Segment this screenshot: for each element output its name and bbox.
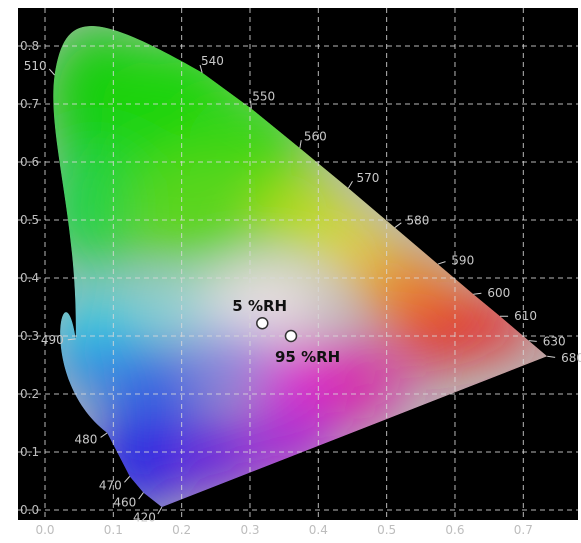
x-tick-label: 0.5 xyxy=(377,523,396,537)
x-tick-label: 0.3 xyxy=(240,523,259,537)
x-tick-label: 0.0 xyxy=(35,523,54,537)
wavelength-tick xyxy=(157,506,163,515)
color-blob xyxy=(320,345,400,425)
wavelength-label: 420 xyxy=(133,510,156,524)
y-tick-label: 0.0 xyxy=(20,503,39,517)
wavelength-tick xyxy=(199,64,203,73)
data-point-label: 95 %RH xyxy=(275,348,340,366)
x-tick-label: 0.4 xyxy=(309,523,328,537)
x-axis-ticks: 0.0 0.1 0.2 0.3 0.4 0.5 0.6 0.7 xyxy=(35,523,532,537)
wavelength-label: 560 xyxy=(304,129,327,143)
x-tick-label: 0.1 xyxy=(104,523,123,537)
color-blob xyxy=(365,258,455,322)
wavelength-label: 510 xyxy=(24,59,47,73)
color-blob xyxy=(185,333,275,397)
wavelength-tick xyxy=(138,492,144,500)
wavelength-label: 470 xyxy=(99,478,122,492)
wavelength-tick xyxy=(394,222,402,228)
wavelength-tick xyxy=(48,68,55,76)
y-tick-label: 0.1 xyxy=(20,445,39,459)
x-tick-label: 0.6 xyxy=(445,523,464,537)
y-tick-label: 0.8 xyxy=(20,39,39,53)
x-tick-label: 0.2 xyxy=(172,523,191,537)
wavelength-label: 460 xyxy=(113,495,136,509)
wavelength-label: 580 xyxy=(407,213,430,227)
wavelength-tick xyxy=(547,355,556,358)
wavelength-label: 550 xyxy=(252,90,275,104)
wavelength-label: 610 xyxy=(514,309,537,323)
data-point xyxy=(256,316,269,330)
data-points: 5 %RH 95 %RH xyxy=(232,297,340,366)
data-point xyxy=(284,329,298,343)
y-tick-label: 0.5 xyxy=(20,213,39,227)
wavelength-tick xyxy=(347,180,353,189)
data-point-label: 5 %RH xyxy=(232,297,287,315)
wavelength-tick xyxy=(100,432,108,438)
wavelength-label: 570 xyxy=(357,171,380,185)
y-tick-label: 0.3 xyxy=(20,329,39,343)
wavelength-label: 480 xyxy=(74,433,97,447)
y-tick-label: 0.4 xyxy=(20,271,39,285)
color-blob xyxy=(110,345,200,425)
color-blob xyxy=(395,312,465,368)
wavelength-tick xyxy=(473,292,482,295)
wavelength-label: 600 xyxy=(487,286,510,300)
wavelength-label: 590 xyxy=(451,253,474,267)
y-tick-label: 0.2 xyxy=(20,387,39,401)
wavelength-label: 490 xyxy=(41,333,64,347)
wavelength-tick xyxy=(124,476,131,483)
x-tick-label: 0.7 xyxy=(514,523,533,537)
wavelength-label: 630 xyxy=(543,335,566,349)
wavelength-tick xyxy=(528,340,537,342)
color-blob xyxy=(120,155,270,265)
wavelength-label: 680 xyxy=(561,351,581,365)
wavelength-label: 540 xyxy=(201,54,224,68)
color-blob xyxy=(170,417,260,493)
color-blob xyxy=(205,270,325,330)
y-axis-ticks: 0.0 0.1 0.2 0.3 0.4 0.5 0.6 0.7 0.8 xyxy=(20,39,39,517)
y-tick-label: 0.7 xyxy=(20,97,39,111)
grid-lines xyxy=(18,8,578,520)
wavelength-tick xyxy=(437,261,446,265)
wavelength-tick xyxy=(299,140,302,149)
wavelength-tick xyxy=(250,100,252,109)
wavelength-tick xyxy=(67,338,76,341)
y-tick-label: 0.6 xyxy=(20,155,39,169)
